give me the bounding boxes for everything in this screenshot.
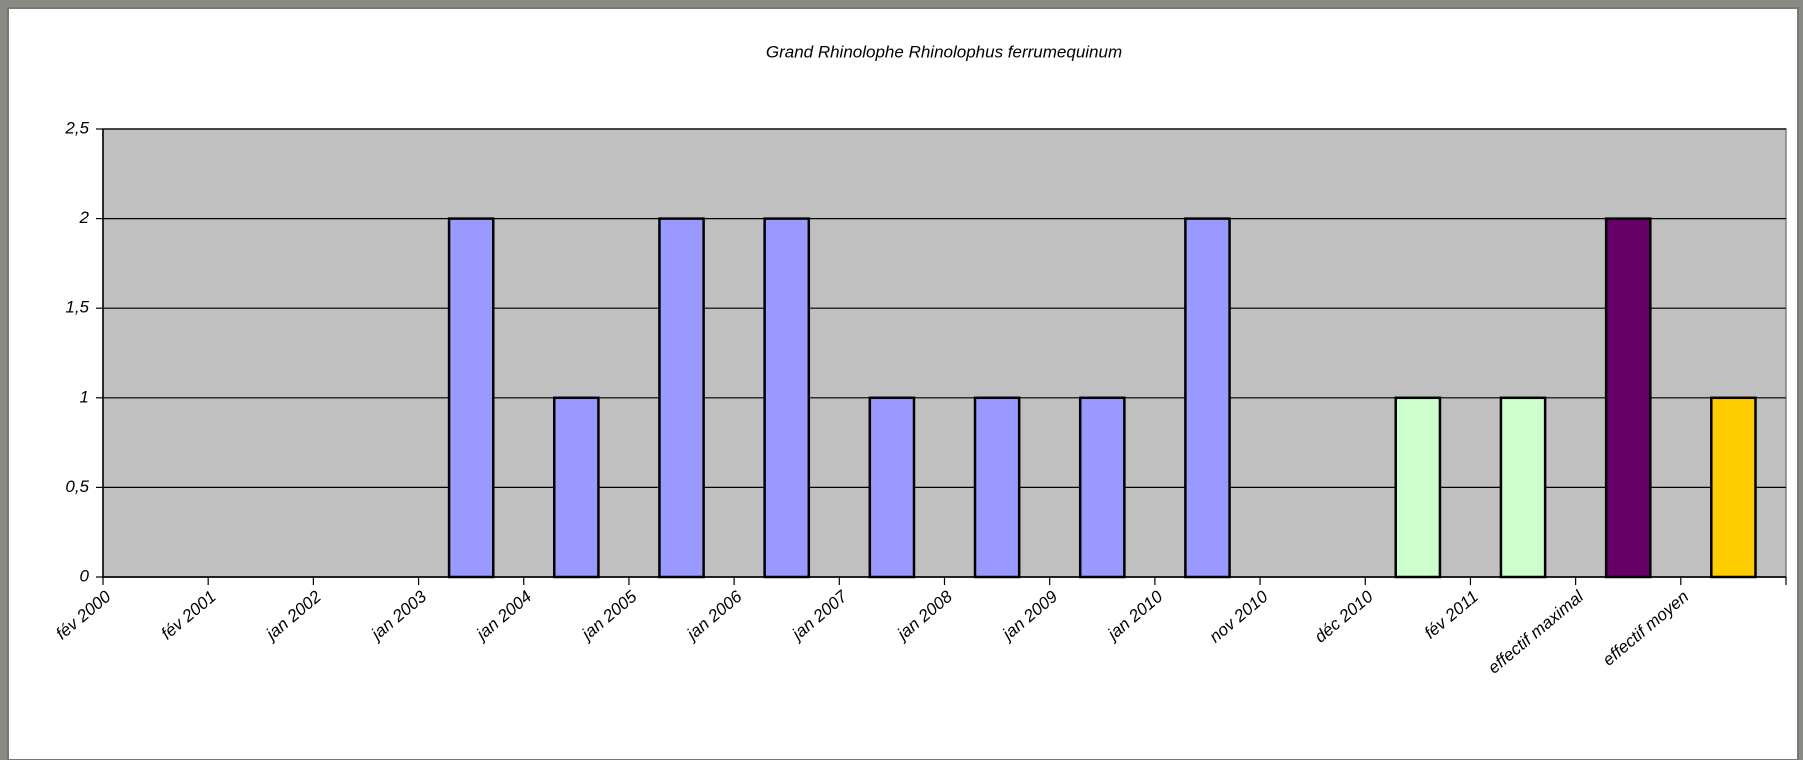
bar: [1394, 396, 1442, 579]
bar: [1710, 396, 1757, 579]
y-tick-label: 1,5: [65, 298, 89, 317]
bar: [973, 396, 1021, 579]
y-tick-label: 0: [80, 566, 90, 585]
bar: [658, 217, 705, 579]
bar: [553, 396, 600, 579]
bar: [1499, 396, 1547, 579]
y-tick-label: 0,5: [65, 477, 89, 496]
bar: [1184, 217, 1231, 579]
bar: [447, 217, 495, 579]
bar: [1078, 396, 1126, 579]
y-tick-label: 2: [79, 208, 90, 227]
y-tick-label: 2,5: [64, 118, 89, 137]
chart-title: Grand Rhinolophe Rhinolophus ferrumequin…: [766, 42, 1122, 61]
bar: [763, 217, 811, 579]
bar: [1604, 217, 1652, 579]
bar: [868, 396, 916, 579]
y-tick-label: 1: [80, 387, 89, 406]
